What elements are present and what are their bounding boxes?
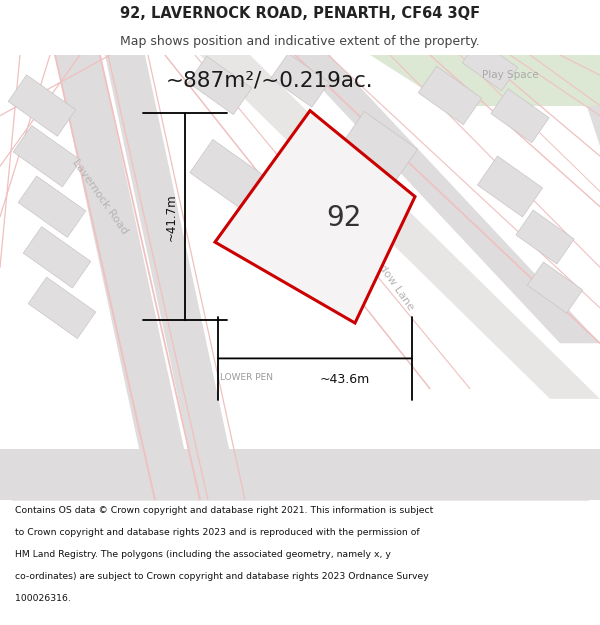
Polygon shape bbox=[516, 210, 574, 264]
Text: co-ordinates) are subject to Crown copyright and database rights 2023 Ordnance S: co-ordinates) are subject to Crown copyr… bbox=[15, 572, 429, 581]
Polygon shape bbox=[343, 111, 418, 181]
Text: HM Land Registry. The polygons (including the associated geometry, namely x, y: HM Land Registry. The polygons (includin… bbox=[15, 550, 391, 559]
Polygon shape bbox=[28, 277, 96, 339]
Polygon shape bbox=[105, 55, 240, 500]
Text: 92, LAVERNOCK ROAD, PENARTH, CF64 3QF: 92, LAVERNOCK ROAD, PENARTH, CF64 3QF bbox=[120, 6, 480, 21]
Text: Meadow Lane: Meadow Lane bbox=[364, 243, 416, 312]
Text: Play Space: Play Space bbox=[482, 70, 538, 80]
Text: 100026316.: 100026316. bbox=[15, 594, 71, 602]
Polygon shape bbox=[188, 56, 252, 114]
Polygon shape bbox=[271, 53, 329, 108]
Polygon shape bbox=[520, 55, 600, 146]
Polygon shape bbox=[23, 227, 91, 288]
Polygon shape bbox=[190, 139, 270, 213]
Polygon shape bbox=[55, 55, 195, 500]
Text: ~887m²/~0.219ac.: ~887m²/~0.219ac. bbox=[166, 70, 374, 90]
Text: ~43.6m: ~43.6m bbox=[320, 372, 370, 386]
Text: to Crown copyright and database rights 2023 and is reproduced with the permissio: to Crown copyright and database rights 2… bbox=[15, 528, 419, 537]
Polygon shape bbox=[200, 55, 600, 399]
Polygon shape bbox=[370, 55, 600, 106]
Polygon shape bbox=[418, 66, 482, 124]
Text: Map shows position and indicative extent of the property.: Map shows position and indicative extent… bbox=[120, 35, 480, 48]
Polygon shape bbox=[13, 126, 81, 187]
Polygon shape bbox=[0, 449, 600, 500]
Polygon shape bbox=[290, 55, 600, 343]
Text: LOWER PEN: LOWER PEN bbox=[220, 372, 273, 382]
Polygon shape bbox=[463, 39, 518, 91]
Text: ~41.7m: ~41.7m bbox=[164, 193, 178, 241]
Polygon shape bbox=[478, 156, 542, 217]
Text: Contains OS data © Crown copyright and database right 2021. This information is : Contains OS data © Crown copyright and d… bbox=[15, 506, 433, 515]
Text: Lavernock Road: Lavernock Road bbox=[70, 158, 130, 236]
Polygon shape bbox=[8, 75, 76, 136]
Text: 92: 92 bbox=[326, 204, 361, 232]
Polygon shape bbox=[491, 89, 549, 142]
Polygon shape bbox=[215, 111, 415, 323]
Polygon shape bbox=[18, 176, 86, 238]
Polygon shape bbox=[527, 262, 583, 313]
